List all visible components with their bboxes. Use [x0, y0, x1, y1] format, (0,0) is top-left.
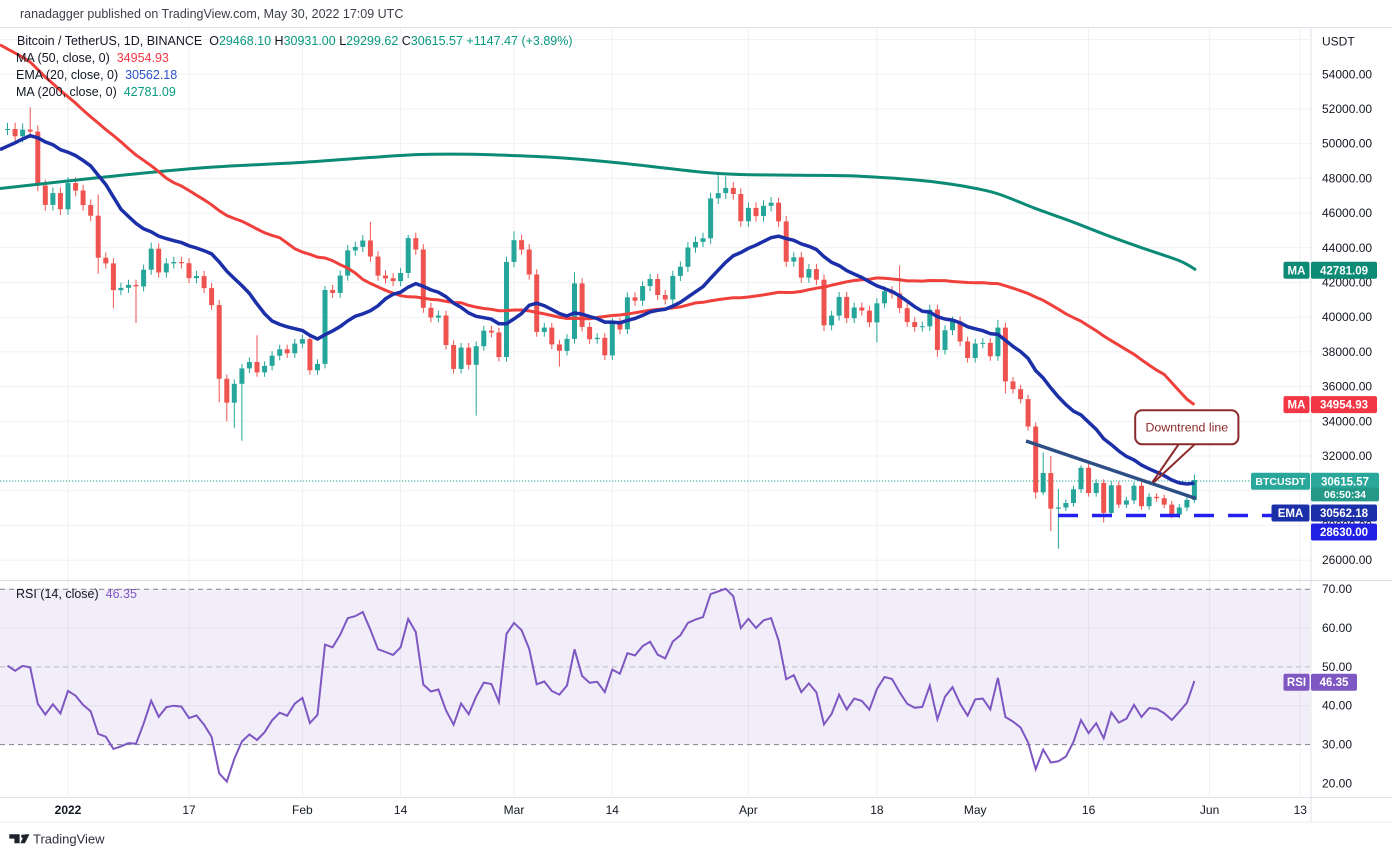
svg-text:14: 14	[606, 803, 620, 817]
svg-text:32000.00: 32000.00	[1322, 449, 1372, 463]
svg-text:20.00: 20.00	[1322, 776, 1352, 790]
svg-text:RSI: RSI	[1287, 677, 1306, 689]
svg-text:18: 18	[870, 803, 884, 817]
svg-text:May: May	[964, 803, 987, 817]
svg-text:Feb: Feb	[292, 803, 313, 817]
svg-text:Jun: Jun	[1200, 803, 1219, 817]
svg-text:36000.00: 36000.00	[1322, 380, 1372, 394]
svg-text:ranadagger published on Tradin: ranadagger published on TradingView.com,…	[20, 7, 403, 21]
svg-text:RSI (14, close) 46.35: RSI (14, close) 46.35	[16, 587, 137, 601]
svg-text:EMA (20, close, 0) 30562.18: EMA (20, close, 0) 30562.18	[16, 68, 177, 82]
svg-text:38000.00: 38000.00	[1322, 345, 1372, 359]
svg-text:42781.09: 42781.09	[1320, 265, 1368, 277]
svg-text:30.00: 30.00	[1322, 738, 1352, 752]
svg-text:70.00: 70.00	[1322, 582, 1352, 596]
svg-text:13: 13	[1294, 803, 1308, 817]
svg-text:30562.18: 30562.18	[1320, 508, 1369, 520]
svg-text:14: 14	[394, 803, 408, 817]
svg-text:50.00: 50.00	[1322, 660, 1352, 674]
svg-text:44000.00: 44000.00	[1322, 241, 1372, 255]
svg-text:42000.00: 42000.00	[1322, 276, 1372, 290]
svg-text:Downtrend line: Downtrend line	[1145, 420, 1228, 434]
svg-text:60.00: 60.00	[1322, 621, 1352, 635]
svg-text:06:50:34: 06:50:34	[1324, 489, 1366, 501]
svg-text:2022: 2022	[55, 803, 82, 817]
svg-text:46000.00: 46000.00	[1322, 206, 1372, 220]
svg-text:30615.57: 30615.57	[1321, 477, 1369, 489]
svg-text:EMA: EMA	[1278, 508, 1304, 520]
svg-text:16: 16	[1082, 803, 1096, 817]
svg-text:34954.93: 34954.93	[1320, 400, 1368, 412]
svg-text:48000.00: 48000.00	[1322, 171, 1372, 185]
svg-text:40.00: 40.00	[1322, 699, 1352, 713]
svg-text:50000.00: 50000.00	[1322, 137, 1372, 151]
svg-text:52000.00: 52000.00	[1322, 102, 1372, 116]
svg-text:MA (50, close, 0) 34954.93: MA (50, close, 0) 34954.93	[16, 51, 169, 65]
svg-text:TradingView: TradingView	[33, 832, 105, 847]
svg-text:34000.00: 34000.00	[1322, 414, 1372, 428]
svg-text:40000.00: 40000.00	[1322, 310, 1372, 324]
svg-text:BTCUSDT: BTCUSDT	[1255, 476, 1306, 488]
svg-text:28630.00: 28630.00	[1320, 527, 1368, 539]
svg-text:USDT: USDT	[1322, 35, 1355, 49]
svg-text:MA: MA	[1288, 400, 1306, 412]
svg-text:Bitcoin / TetherUS, 1D, BINANC: Bitcoin / TetherUS, 1D, BINANCE O29468.1…	[17, 34, 573, 48]
svg-text:46.35: 46.35	[1320, 677, 1349, 689]
svg-text:MA (200, close, 0) 42781.09: MA (200, close, 0) 42781.09	[16, 85, 176, 99]
svg-text:MA: MA	[1288, 265, 1306, 277]
svg-text:Apr: Apr	[739, 803, 758, 817]
svg-text:17: 17	[182, 803, 196, 817]
svg-text:54000.00: 54000.00	[1322, 67, 1372, 81]
svg-text:Mar: Mar	[504, 803, 525, 817]
svg-text:26000.00: 26000.00	[1322, 553, 1372, 567]
